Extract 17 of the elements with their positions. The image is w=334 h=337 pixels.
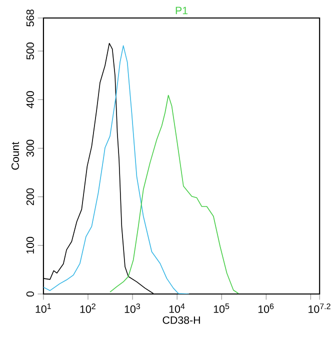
- y-tick-label: 0: [26, 291, 34, 297]
- x-tick-label: 10$^{5}$: [214, 304, 230, 313]
- y-tick-label: 400: [26, 91, 34, 108]
- y-tick-label: 568: [26, 10, 34, 26]
- x-tick-label: 10$^{4}$: [169, 304, 185, 313]
- y-tick-label: 500: [26, 42, 34, 60]
- x-tick-label: 10$^{2}$: [80, 304, 96, 313]
- y-tick-label: 200: [26, 188, 34, 206]
- chart-title: P1: [176, 6, 188, 14]
- y-axis-title: Count: [11, 142, 20, 170]
- x-axis-title: CD38-H: [162, 316, 200, 324]
- x-tick-label: 10$^{1}$: [36, 304, 51, 313]
- x-tick-label: 10$^{3}$: [124, 304, 140, 313]
- x-tick-label: 10$^{6}$: [258, 304, 274, 313]
- x-tick-label: 10$^{7.2}$: [308, 304, 330, 313]
- y-tick-label: 100: [26, 236, 34, 254]
- y-tick-label: 300: [26, 140, 34, 157]
